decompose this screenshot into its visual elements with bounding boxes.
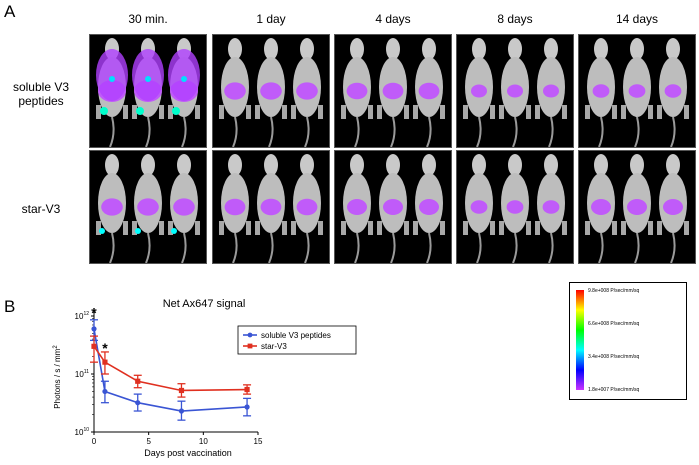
timepoint-header-4: 14 days bbox=[615, 12, 659, 26]
y-tick-label: 1012 bbox=[75, 311, 90, 321]
data-point bbox=[135, 400, 141, 406]
data-point bbox=[244, 386, 250, 393]
colorbar-gradient bbox=[576, 290, 584, 390]
y-axis-label-sup: 2 bbox=[53, 345, 59, 349]
mouse-imaging-icon bbox=[341, 38, 445, 147]
data-point bbox=[244, 404, 250, 410]
y-axis-label: Photons / s / mm2 bbox=[53, 345, 62, 409]
imaging-tile bbox=[578, 34, 696, 148]
legend-label: star-V3 bbox=[261, 342, 287, 351]
legend-label: soluble V3 peptides bbox=[261, 331, 331, 340]
colorbar-min-label: 1.8e+007 P/sec/mm/sq bbox=[588, 387, 640, 393]
timepoint-header-2: 4 days bbox=[375, 12, 411, 26]
signal-chart: Net Ax647 signal Days post vaccination P… bbox=[53, 298, 357, 458]
series-1 bbox=[90, 335, 252, 398]
y-axis-label-text: Photons / s / mm bbox=[53, 348, 62, 408]
legend-marker bbox=[247, 332, 253, 338]
mouse-imaging-icon bbox=[585, 154, 689, 263]
data-point bbox=[178, 408, 185, 414]
imaging-tile bbox=[456, 34, 574, 148]
significance-asterisk: * bbox=[102, 340, 108, 356]
y-tick-label: 1010 bbox=[75, 427, 90, 437]
group-label-soluble: soluble V3 peptides bbox=[2, 80, 80, 108]
mouse-imaging-icon bbox=[96, 154, 200, 263]
legend-box bbox=[237, 325, 357, 355]
data-point bbox=[102, 388, 108, 395]
imaging-tile bbox=[89, 34, 207, 148]
mouse-imaging-icon bbox=[463, 154, 567, 263]
colorbar-label-2: 6.6e+008 P/sec/mm/sq bbox=[588, 321, 640, 327]
x-axis-label: Days post vaccination bbox=[144, 448, 232, 458]
chart-title: Net Ax647 signal bbox=[163, 298, 246, 310]
colorbar-legend: 9.8e+008 P/sec/mm/sq 6.6e+008 P/sec/mm/s… bbox=[569, 282, 687, 400]
data-point bbox=[91, 343, 97, 349]
x-tick-label: 0 bbox=[92, 437, 97, 446]
data-point bbox=[178, 387, 185, 394]
data-point bbox=[135, 378, 141, 384]
imaging-tile bbox=[212, 150, 330, 264]
imaging-tile bbox=[212, 34, 330, 148]
y-tick-label: 1011 bbox=[75, 369, 89, 379]
series-line bbox=[93, 345, 248, 392]
group-label-soluble-line1: soluble V3 bbox=[12, 80, 70, 94]
x-tick-label: 15 bbox=[254, 437, 263, 446]
data-point bbox=[91, 326, 97, 332]
mouse-imaging-icon bbox=[341, 154, 445, 263]
mouse-imaging-icon bbox=[96, 38, 200, 147]
series-0 bbox=[90, 319, 252, 421]
timepoint-header-3: 8 days bbox=[497, 12, 533, 26]
group-label-star: star-V3 bbox=[2, 202, 80, 216]
colorbar-label-3: 3.4e+008 P/sec/mm/sq bbox=[588, 354, 640, 360]
x-tick-label: 5 bbox=[146, 437, 151, 446]
panel-a-letter: A bbox=[4, 2, 16, 21]
group-label-soluble-line2: peptides bbox=[18, 94, 64, 108]
mouse-imaging-icon bbox=[219, 38, 323, 147]
timepoint-header-1: 1 day bbox=[256, 12, 286, 26]
legend-marker bbox=[247, 343, 253, 349]
significance-asterisk: * bbox=[91, 305, 97, 321]
data-point bbox=[102, 359, 108, 365]
mouse-imaging-icon bbox=[219, 154, 323, 263]
imaging-tile bbox=[578, 150, 696, 264]
imaging-tile bbox=[456, 150, 574, 264]
imaging-tile bbox=[334, 150, 452, 264]
timepoint-header-0: 30 min. bbox=[128, 12, 168, 26]
mouse-imaging-icon bbox=[585, 38, 689, 147]
colorbar-max-label: 9.8e+008 P/sec/mm/sq bbox=[588, 288, 640, 294]
imaging-tile bbox=[334, 34, 452, 148]
x-tick-label: 10 bbox=[199, 437, 208, 446]
panel-b-letter: B bbox=[4, 297, 16, 316]
imaging-tile bbox=[89, 150, 207, 264]
mouse-imaging-icon bbox=[463, 38, 567, 147]
group-label-star-line1: star-V3 bbox=[21, 202, 61, 216]
